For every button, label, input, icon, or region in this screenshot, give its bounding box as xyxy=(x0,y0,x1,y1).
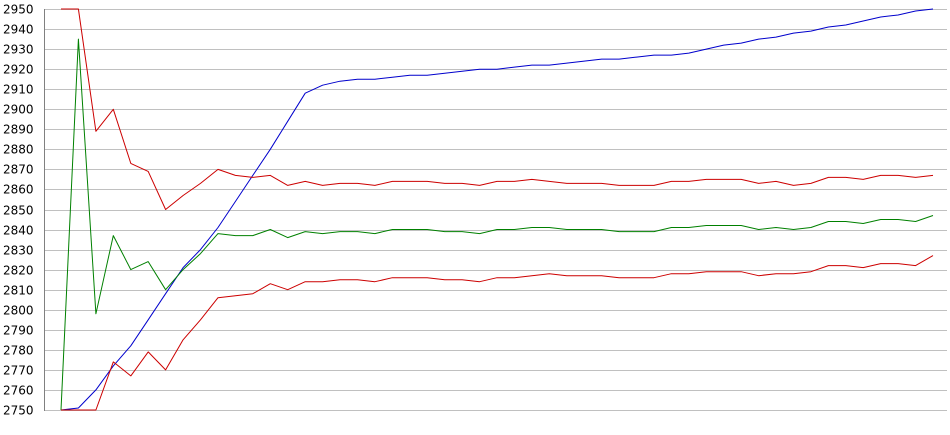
y-tick-label: 2930 xyxy=(3,43,34,57)
y-tick-label: 2860 xyxy=(3,183,34,197)
y-tick-label: 2840 xyxy=(3,224,34,238)
y-axis-tick-labels: 2750 2760 2770 2780 2790 2800 2810 2820 2830 2840… xyxy=(3,3,34,418)
y-tick-label: 2880 xyxy=(3,143,34,157)
y-tick-label: 2790 xyxy=(3,324,34,338)
y-tick-label: 2890 xyxy=(3,123,34,137)
y-tick-label: 2950 xyxy=(3,3,34,17)
y-tick-label: 2910 xyxy=(3,83,34,97)
y-tick-label: 2820 xyxy=(3,264,34,278)
y-tick-label: 2810 xyxy=(3,284,34,298)
series-line-3 xyxy=(61,8,934,210)
y-tick-label: 2920 xyxy=(3,63,34,77)
y-tick-label: 2770 xyxy=(3,364,34,378)
series-lines xyxy=(60,8,934,411)
y-tick-label: 2780 xyxy=(3,344,34,358)
series-line-2 xyxy=(60,38,934,411)
y-tick-label: 2870 xyxy=(3,163,34,177)
y-tick-label: 2750 xyxy=(3,404,34,418)
y-tick-label: 2940 xyxy=(3,23,34,37)
series-line-4 xyxy=(61,255,934,411)
y-tick-label: 2800 xyxy=(3,304,34,318)
series-line-1 xyxy=(60,8,934,411)
y-tick-label: 2850 xyxy=(3,204,34,218)
y-tick-label: 2900 xyxy=(3,103,34,117)
y-tick-label: 2830 xyxy=(3,244,34,258)
y-tick-label: 2760 xyxy=(3,384,34,398)
